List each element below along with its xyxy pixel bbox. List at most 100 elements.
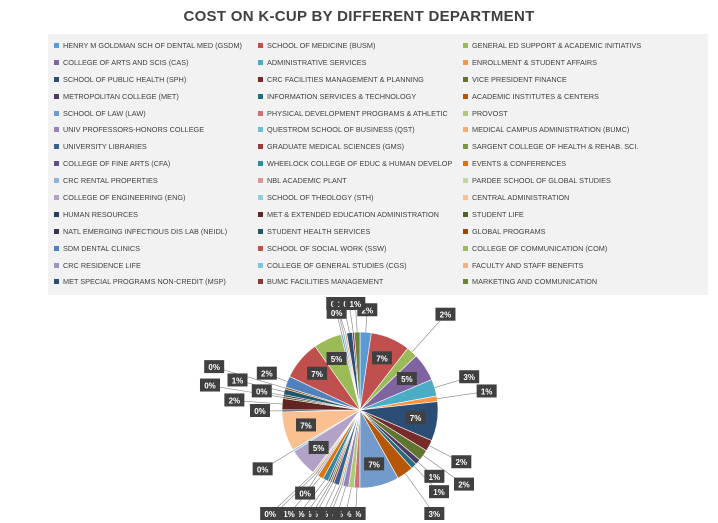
legend-item: GRADUATE MEDICAL SCIENCES (GMS) [252, 138, 457, 155]
data-label-text: 2% [440, 311, 452, 320]
legend-item: COLLEGE OF ARTS AND SCIS (CAS) [48, 54, 252, 71]
legend-item: COLLEGE OF FINE ARTS (CFA) [48, 155, 252, 172]
legend-swatch [258, 59, 263, 65]
legend-label: ADMINISTRATIVE SERVICES [267, 57, 367, 67]
data-label: 5% [396, 372, 417, 386]
legend-label: MARKETING AND COMMUNICATION [472, 277, 598, 287]
legend-swatch [463, 59, 468, 65]
legend-label: UNIV PROFESSORS-HONORS COLLEGE [63, 125, 205, 135]
data-label-text: 5% [313, 444, 325, 453]
data-label: 0% [250, 404, 271, 418]
data-label: 7% [371, 351, 392, 365]
data-label: 0% [295, 486, 316, 500]
legend-swatch [54, 127, 59, 133]
data-label-box [454, 477, 475, 491]
data-label-text: 0% [299, 490, 311, 499]
data-label-text: 1% [481, 387, 493, 396]
legend-swatch [54, 194, 59, 200]
legend-label: CRC FACILITIES MANAGEMENT & PLANNING [267, 74, 424, 84]
data-label: 5% [326, 351, 347, 365]
data-label-box [296, 418, 317, 432]
legend-label: CENTRAL ADMINISTRATION [472, 192, 570, 202]
legend-label: STUDENT HEALTH SERVICES [267, 226, 371, 236]
legend-label: MET SPECIAL PROGRAMS NON-CREDIT (MSP) [63, 277, 226, 287]
legend-item: PARDEE SCHOOL OF GLOBAL STUDIES [457, 172, 708, 189]
data-label: 2% [454, 477, 475, 491]
legend-item: SDM DENTAL CLINICS [48, 240, 252, 257]
legend-label: PARDEE SCHOOL OF GLOBAL STUDIES [472, 176, 611, 186]
legend-item: CRC RESIDENCE LIFE [48, 257, 252, 274]
legend-item: STUDENT LIFE [457, 206, 708, 223]
data-label-text: 2% [362, 306, 374, 315]
data-label-box [260, 507, 281, 520]
legend-label: GLOBAL PROGRAMS [472, 226, 546, 236]
legend-item: HUMAN RESOURCES [48, 206, 252, 223]
legend-swatch [54, 76, 59, 82]
data-label-text: 2% [458, 481, 470, 490]
data-label-box [224, 393, 245, 407]
legend-label: VICE PRESIDENT FINANCE [472, 74, 567, 84]
legend-label: SDM DENTAL CLINICS [63, 243, 141, 253]
legend-item: VICE PRESIDENT FINANCE [457, 71, 708, 88]
legend-item: UNIVERSITY LIBRARIES [48, 138, 252, 155]
legend-swatch [54, 245, 59, 251]
legend-label: SCHOOL OF THEOLOGY (STH) [267, 192, 374, 202]
legend-item: SCHOOL OF MEDICINE (BUSM) [252, 37, 457, 54]
legend-label: GRADUATE MEDICAL SCIENCES (GMS) [267, 142, 405, 152]
legend-label: UNIVERSITY LIBRARIES [63, 142, 147, 152]
data-label: 0% [251, 384, 272, 398]
legend-swatch [54, 178, 59, 184]
legend-item: NATL EMERGING INFECTIOUS DIS LAB (NEIDL) [48, 223, 252, 240]
legend-swatch [258, 76, 263, 82]
legend-swatch [463, 42, 468, 48]
legend-label: PROVOST [472, 108, 508, 118]
data-label-text: 0% [257, 465, 269, 474]
legend-swatch [463, 76, 468, 82]
legend-item: MET & EXTENDED EDUCATION ADMINISTRATION [252, 206, 457, 223]
data-label-box [326, 351, 347, 365]
legend-label: COLLEGE OF FINE ARTS (CFA) [63, 159, 171, 169]
legend-label: ACADEMIC INSTITUTES & CENTERS [472, 91, 599, 101]
legend-label: COLLEGE OF GENERAL STUDIES (CGS) [267, 260, 407, 270]
legend-item: UNIV PROFESSORS-HONORS COLLEGE [48, 121, 252, 138]
data-label: 1% [345, 297, 366, 310]
legend-label: FACULTY AND STAFF BENEFITS [472, 260, 584, 270]
data-label: 3% [459, 370, 480, 384]
data-label-text: 7% [368, 460, 380, 469]
data-label-text: 7% [376, 354, 388, 363]
legend-item: CENTRAL ADMINISTRATION [457, 189, 708, 206]
legend-label: BUMC FACILITIES MANAGEMENT [267, 277, 384, 287]
legend-swatch [463, 161, 468, 167]
legend-label: SARGENT COLLEGE OF HEALTH & REHAB. SCI. [472, 142, 639, 152]
legend: HENRY M GOLDMAN SCH OF DENTAL MED (GSDM)… [48, 34, 708, 295]
legend-label: PHYSICAL DEVELOPMENT PROGRAMS & ATHLETIC [267, 108, 448, 118]
legend-label: SCHOOL OF SOCIAL WORK (SSW) [267, 243, 387, 253]
legend-swatch [258, 228, 263, 234]
data-label-text: 0% [256, 387, 268, 396]
legend-item: BUMC FACILITIES MANAGEMENT [252, 273, 457, 290]
data-label: 0% [260, 507, 281, 520]
legend-item: PHYSICAL DEVELOPMENT PROGRAMS & ATHLETIC [252, 105, 457, 122]
data-label: 7% [296, 418, 317, 432]
legend-label: ENROLLMENT & STUDENT AFFAIRS [472, 57, 598, 67]
data-label-box [451, 455, 472, 469]
legend-label: EVENTS & CONFERENCES [472, 159, 567, 169]
legend-swatch [258, 127, 263, 133]
legend-label: INFORMATION SERVICES & TECHNOLOGY [267, 91, 417, 101]
legend-label: NBL ACADEMIC PLANT [267, 176, 347, 186]
data-label-text: 7% [311, 370, 323, 379]
legend-item: MEDICAL CAMPUS ADMINISTRATION (BUMC) [457, 121, 708, 138]
legend-swatch [258, 178, 263, 184]
legend-swatch [54, 211, 59, 217]
data-label-box [227, 373, 248, 387]
legend-swatch [54, 228, 59, 234]
legend-item: COLLEGE OF COMMUNICATION (COM) [457, 240, 708, 257]
data-label: 0% [199, 378, 220, 392]
legend-item: SCHOOL OF SOCIAL WORK (SSW) [252, 240, 457, 257]
legend-swatch [54, 161, 59, 167]
legend-label: QUESTROM SCHOOL OF BUSINESS (QST) [267, 125, 415, 135]
data-label: 7% [405, 411, 426, 425]
legend-item: ACADEMIC INSTITUTES & CENTERS [457, 88, 708, 105]
legend-item: PROVOST [457, 105, 708, 122]
